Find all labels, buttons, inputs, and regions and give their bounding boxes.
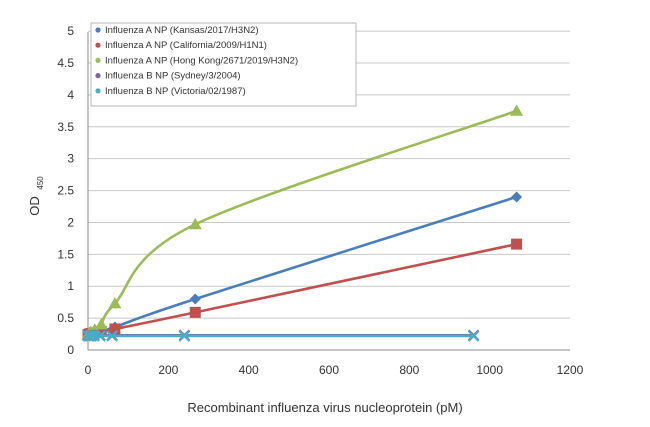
x-tick-label: 0 <box>85 363 92 377</box>
legend-entry: Influenza A NP (Kansas/2017/H3N2) <box>95 25 259 36</box>
data-point-marker <box>106 330 118 342</box>
legend-entry: Influenza B NP (Victoria/02/1987) <box>95 86 246 97</box>
legend: Influenza A NP (Kansas/2017/H3N2) Influen… <box>90 22 357 107</box>
data-point-marker <box>109 323 121 335</box>
data-point-marker-stroke <box>467 330 480 342</box>
y-tick-label: 1 <box>67 279 74 293</box>
y-tick-label: 5 <box>67 24 74 38</box>
series-line <box>87 195 517 336</box>
legend-entries: Influenza A NP (Kansas/2017/H3N2) Influen… <box>95 25 298 97</box>
axes <box>87 32 570 351</box>
legend-swatch <box>95 73 101 79</box>
data-point-marker <box>83 330 95 342</box>
data-point-marker-stroke <box>178 330 191 342</box>
y-tick-label: 0 <box>67 343 74 357</box>
series-line <box>87 242 517 336</box>
y-tick-label: 2 <box>67 215 74 229</box>
data-point-marker <box>94 317 108 330</box>
data-point-marker <box>511 238 523 250</box>
x-tick-label: 1000 <box>476 363 503 377</box>
data-point-marker <box>189 306 201 318</box>
legend-label: Influenza B NP (Victoria/02/1987) <box>105 86 246 97</box>
x-tick-label: 800 <box>399 363 419 377</box>
series-5 <box>82 330 480 342</box>
data-point-marker <box>95 326 107 338</box>
y-tick-label: 1.5 <box>57 247 74 261</box>
legend-label: Influenza A NP (Kansas/2017/H3N2) <box>105 25 259 36</box>
legend-label: Influenza B NP (Sydney/3/2004) <box>105 71 241 82</box>
data-point-marker <box>188 217 202 230</box>
data-point-marker <box>189 293 201 305</box>
y-axis-title-main: OD <box>27 196 42 216</box>
data-point-marker-stroke <box>94 330 106 342</box>
x-axis-title: Recombinant influenza virus nucleoprotei… <box>187 400 462 415</box>
y-tick-label: 4 <box>67 88 74 102</box>
legend-box <box>90 22 357 107</box>
y-tick-label: 3.5 <box>57 120 74 134</box>
y-axis-title: OD 450 <box>27 176 45 216</box>
data-point-marker <box>467 330 480 342</box>
legend-entry: Influenza A NP (Hong Kong/2671/2019/H3N2… <box>95 55 298 66</box>
data-point-marker <box>85 330 97 342</box>
data-point-marker-stroke <box>83 330 95 342</box>
legend-swatch <box>95 57 101 64</box>
data-point-marker <box>94 330 106 342</box>
x-tick-label: 200 <box>158 363 178 377</box>
x-tick-label: 400 <box>239 363 259 377</box>
y-tick-labels: 0 0.5 1 1.5 2 2.5 3 3.5 4 4.5 5 <box>57 24 74 357</box>
data-point-marker-stroke <box>85 330 97 342</box>
x-tick-label: 600 <box>319 363 339 377</box>
x-tick-label: 1200 <box>557 363 584 377</box>
legend-label: Influenza A NP (Hong Kong/2671/2019/H3N2… <box>105 55 298 66</box>
data-point-marker <box>178 330 191 342</box>
legend-swatch <box>95 88 101 94</box>
y-tick-label: 0.5 <box>57 311 74 325</box>
y-axis-title-subscript: 450 <box>36 176 45 190</box>
y-tick-label: 4.5 <box>57 56 74 70</box>
data-point-marker-stroke <box>106 330 118 342</box>
legend-swatch <box>95 27 101 33</box>
x-tick-labels: 0 200 400 600 800 1000 1200 <box>85 363 584 377</box>
legend-entry: Influenza A NP (California/2009/H1N1) <box>95 40 267 51</box>
y-tick-label: 2.5 <box>57 184 74 198</box>
data-point-marker <box>510 104 524 116</box>
legend-label: Influenza A NP (California/2009/H1N1) <box>105 40 267 51</box>
y-tick-label: 3 <box>67 152 74 166</box>
series <box>81 104 524 342</box>
legend-entry: Influenza B NP (Sydney/3/2004) <box>95 71 241 82</box>
data-point-marker <box>108 296 122 309</box>
data-point-marker <box>511 191 523 203</box>
legend-swatch <box>95 42 101 48</box>
